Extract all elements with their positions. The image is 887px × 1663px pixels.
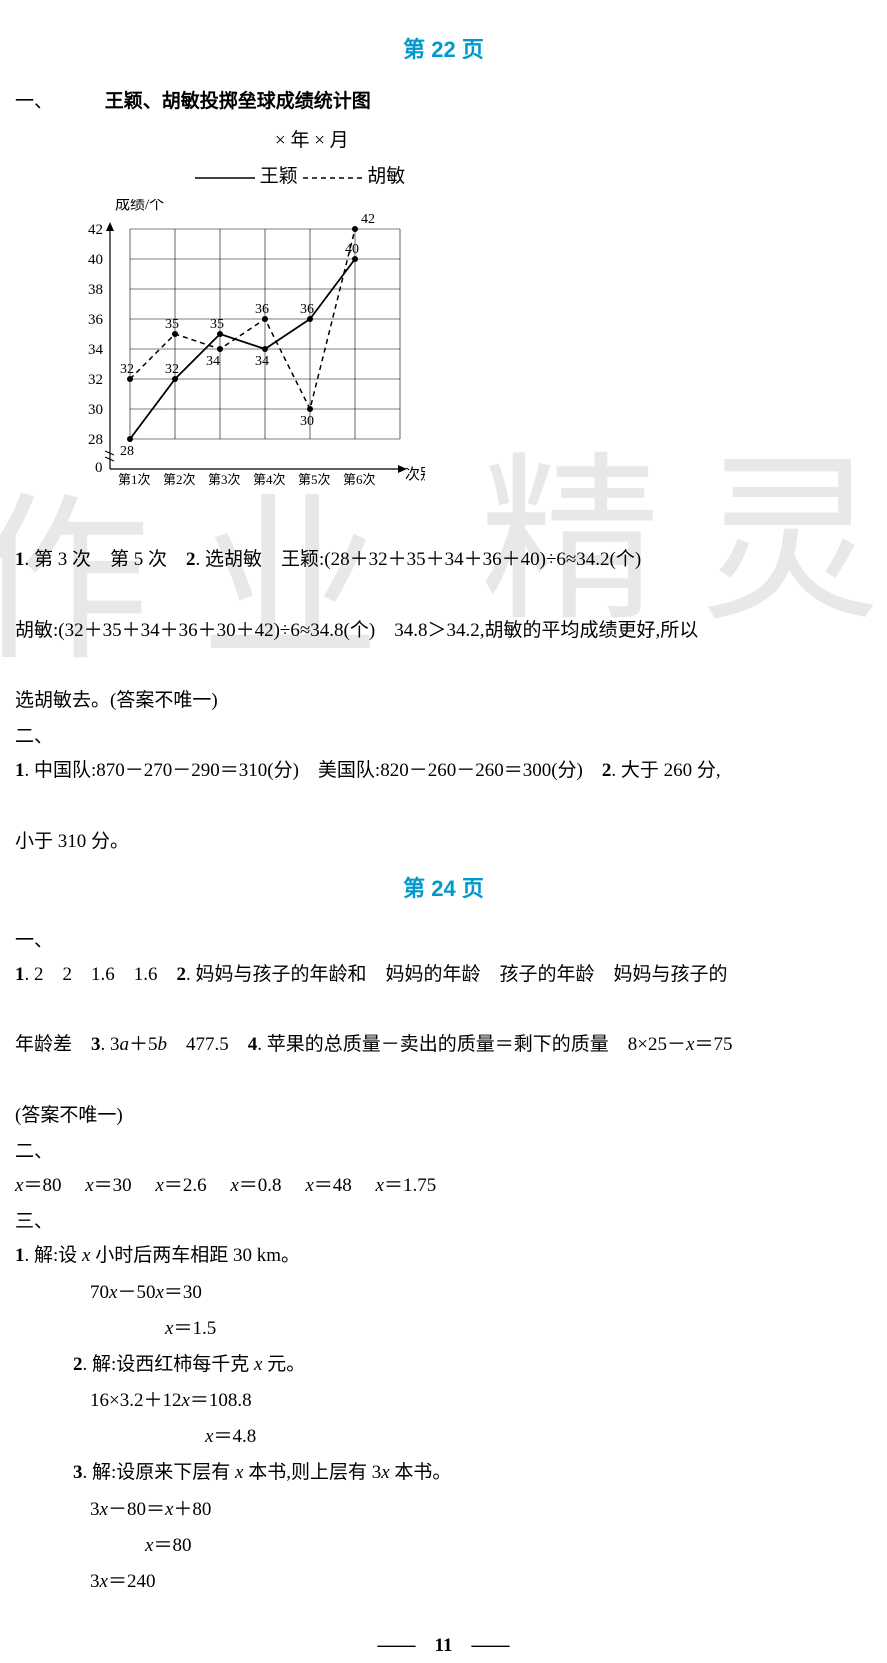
legend-hm: 胡敏 <box>367 166 405 187</box>
chart-title: 王颖、胡敏投掷垒球成绩统计图 <box>105 91 371 112</box>
svg-text:28: 28 <box>120 444 134 459</box>
svg-text:第3次: 第3次 <box>208 472 241 487</box>
answer-text: 2. 解:设西红柿每千克 x 元。 <box>73 1348 872 1382</box>
answer-text: 年龄差 3. 3a＋5b 477.5 4. 苹果的总质量－卖出的质量＝剩下的质量… <box>15 1028 825 1062</box>
legend-wy: 王颖 <box>260 166 298 187</box>
section-label-1: 一、 <box>15 85 60 119</box>
svg-text:36: 36 <box>88 312 104 328</box>
section-label-p24-1: 一、 <box>15 924 60 958</box>
answer-text: 小于 310 分。 <box>15 825 825 859</box>
answer-text: 1. 2 2 1.6 1.6 2. 妈妈与孩子的年龄和 妈妈的年龄 孩子的年龄 … <box>15 958 825 992</box>
svg-text:40: 40 <box>88 252 103 268</box>
svg-text:34: 34 <box>206 354 220 369</box>
equation: 70x－50x＝30 <box>90 1276 872 1310</box>
section-label-2: 二、 <box>15 720 60 754</box>
svg-text:30: 30 <box>300 414 314 429</box>
answer-text: 1. 解:设 x 小时后两车相距 30 km。 <box>15 1239 825 1273</box>
equation: x＝1.5 <box>165 1312 872 1346</box>
svg-text:第6次: 第6次 <box>343 472 376 487</box>
answer-text: x＝80 x＝30 x＝2.6 x＝0.8 x＝48 x＝1.75 <box>15 1169 825 1203</box>
svg-text:32: 32 <box>120 362 134 377</box>
section-label-p24-3: 三、 <box>15 1205 60 1239</box>
equation: 3x－80＝x＋80 <box>90 1493 872 1527</box>
section-label-p24-2: 二、 <box>15 1135 60 1169</box>
chart-container: × 年 × 月 王颖 胡敏 成绩/个 2830323436384042 第1次第… <box>65 124 872 499</box>
svg-text:第5次: 第5次 <box>298 472 331 487</box>
equation: 3x＝240 <box>90 1565 872 1599</box>
svg-text:35: 35 <box>210 317 224 332</box>
page-header-22: 第 22 页 <box>15 30 872 70</box>
svg-text:34: 34 <box>88 342 104 358</box>
answer-text: 3. 解:设原来下层有 x 本书,则上层有 3x 本书。 <box>73 1456 872 1490</box>
page-number: —— 11 —— <box>15 1629 872 1663</box>
equation: x＝4.8 <box>205 1420 872 1454</box>
svg-text:40: 40 <box>345 242 359 257</box>
svg-text:第4次: 第4次 <box>253 472 286 487</box>
svg-text:42: 42 <box>361 212 375 227</box>
line-chart: 成绩/个 2830323436384042 第1次第2次第3次第4次第5次第6次… <box>65 199 425 499</box>
svg-text:32: 32 <box>88 372 103 388</box>
chart-date: × 年 × 月 <box>275 124 872 158</box>
svg-text:36: 36 <box>300 302 314 317</box>
svg-text:第1次: 第1次 <box>118 472 151 487</box>
answer-text: 胡敏:(32＋35＋34＋36＋30＋42)÷6≈34.8(个) 34.8＞34… <box>15 614 825 648</box>
svg-text:32: 32 <box>165 362 179 377</box>
svg-text:第2次: 第2次 <box>163 472 196 487</box>
svg-text:42: 42 <box>88 222 103 238</box>
svg-text:0: 0 <box>95 460 103 476</box>
equation: x＝80 <box>145 1529 872 1563</box>
y-axis-label: 成绩/个 <box>115 199 164 213</box>
answer-text: 选胡敏去。(答案不唯一) <box>15 684 825 718</box>
page-header-24: 第 24 页 <box>15 869 872 909</box>
svg-text:28: 28 <box>88 432 103 448</box>
equation: 16×3.2＋12x＝108.8 <box>90 1384 872 1418</box>
answer-text: (答案不唯一) <box>15 1099 825 1133</box>
answer-text: 1. 第 3 次 第 5 次 2. 选胡敏 王颖:(28＋32＋35＋34＋36… <box>15 543 825 577</box>
svg-text:34: 34 <box>255 354 269 369</box>
svg-text:38: 38 <box>88 282 103 298</box>
x-axis-label: 次别 <box>405 466 425 483</box>
svg-text:30: 30 <box>88 402 103 418</box>
svg-text:35: 35 <box>165 317 179 332</box>
svg-text:36: 36 <box>255 302 269 317</box>
answer-text: 1. 中国队:870－270－290＝310(分) 美国队:820－260－26… <box>15 754 825 788</box>
